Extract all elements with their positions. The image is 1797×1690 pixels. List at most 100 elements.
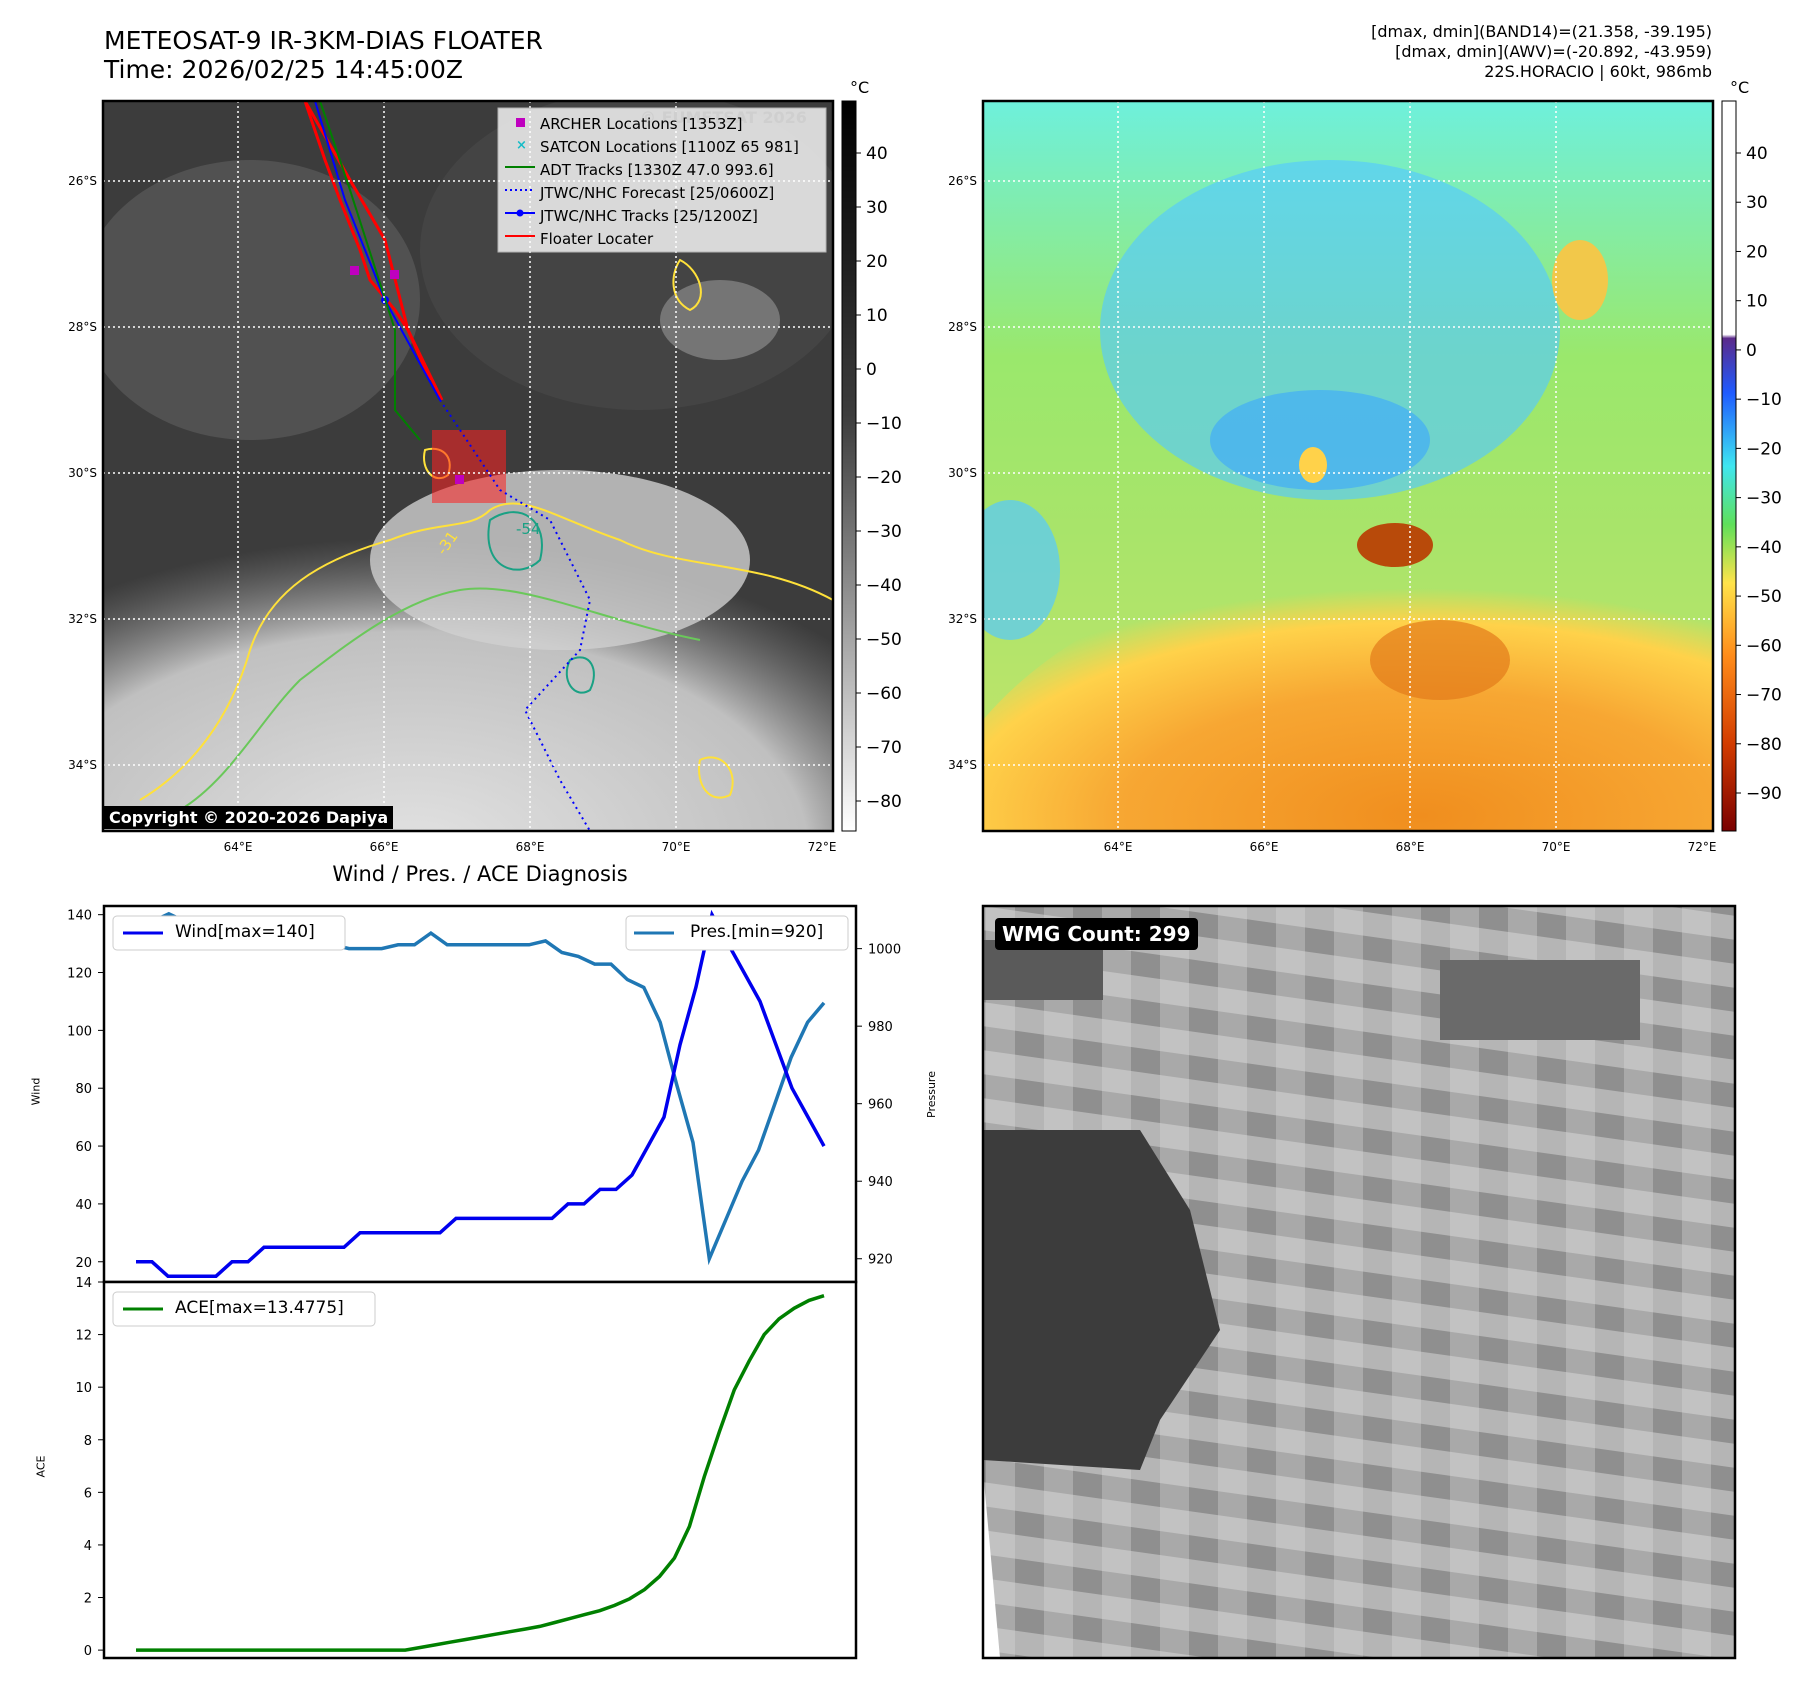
- copyright-badge: Copyright © 2020-2026 Dapiya: [104, 806, 394, 829]
- colorbar-tick-label: −30: [1746, 489, 1782, 509]
- archer-legend-icon: [516, 118, 525, 127]
- pressure-ytick-label: 980: [868, 1020, 893, 1035]
- floater-box: [432, 430, 506, 503]
- legend-jtwc-tracks: JTWC/NHC Tracks [25/1200Z]: [540, 207, 758, 225]
- wv-imagery: [983, 101, 1713, 831]
- ace-ytick-label: 14: [75, 1276, 92, 1291]
- lat-tick-label: 34°S: [948, 758, 977, 772]
- colorbar-tick-label: −10: [866, 414, 902, 434]
- pres-legend-label: Pres.[min=920]: [690, 922, 824, 942]
- ace-ytick-label: 8: [84, 1434, 92, 1449]
- wv-colorbar-unit: °C: [1730, 78, 1750, 97]
- ace-ytick-label: 6: [84, 1486, 92, 1501]
- legend-floater: Floater Locater: [540, 230, 654, 248]
- wind-ytick-label: 60: [75, 1140, 92, 1155]
- wmg-dark-region: [983, 1130, 1220, 1470]
- ir-colorbar: [841, 100, 857, 832]
- colorbar-tick-label: 0: [1746, 341, 1757, 361]
- info-line3: 22S.HORACIO | 60kt, 986mb: [1484, 62, 1712, 81]
- colorbar-tick-label: −90: [1746, 784, 1782, 804]
- ir-colorbar-unit: °C: [850, 78, 870, 97]
- lat-tick-label: 34°S: [68, 758, 97, 772]
- wind-ytick-label: 120: [67, 967, 92, 982]
- wind-ylabel: Wind: [29, 1077, 43, 1106]
- ace-ytick-label: 2: [84, 1592, 92, 1607]
- legend-satcon: SATCON Locations [1100Z 65 981]: [540, 138, 799, 156]
- ace-ylabel: ACE: [34, 1455, 48, 1478]
- ace-ytick-label: 4: [84, 1539, 92, 1554]
- eumetsat-watermark: © EUMETSAT 2026: [640, 108, 807, 127]
- lat-tick-label: 28°S: [68, 320, 97, 334]
- lon-tick-label: 68°E: [1396, 840, 1425, 854]
- title-line2: Time: 2026/02/25 14:45:00Z: [104, 55, 463, 84]
- pressure-ytick-label: 1000: [868, 943, 901, 958]
- wind-ytick-label: 80: [75, 1082, 92, 1097]
- colorbar-tick-label: −40: [866, 576, 902, 596]
- ir-legend-labels: ARCHER Locations [1353Z] SATCON Location…: [540, 113, 799, 251]
- archer-marker: [350, 266, 359, 275]
- ace-ytick-label: 10: [75, 1381, 92, 1396]
- colorbar-tick-label: 20: [866, 252, 888, 272]
- colorbar-tick-label: 30: [866, 198, 888, 218]
- lat-tick-label: 28°S: [948, 320, 977, 334]
- colorbar-tick-label: −80: [866, 792, 902, 812]
- colorbar-tick-label: 10: [866, 306, 888, 326]
- wv-map-panel: [981, 99, 1737, 833]
- adt-track: [319, 101, 421, 441]
- diag-title: Wind / Pres. / ACE Diagnosis: [332, 862, 628, 886]
- legend-adt: ADT Tracks [1330Z 47.0 993.6]: [540, 161, 774, 179]
- legend-archer: ARCHER Locations [1353Z]: [540, 115, 743, 133]
- colorbar-tick-label: −40: [1746, 538, 1782, 558]
- legend-jtwc-forecast: JTWC/NHC Forecast [25/0600Z]: [540, 184, 775, 202]
- ace-ytick-label: 12: [75, 1329, 92, 1344]
- pres-legend: [625, 915, 849, 951]
- lon-tick-label: 72°E: [1688, 840, 1717, 854]
- pressure-ytick-label: 920: [868, 1253, 893, 1268]
- title-line1: METEOSAT-9 IR-3KM-DIAS FLOATER: [104, 26, 543, 55]
- lon-tick-label: 64°E: [224, 840, 253, 854]
- lat-tick-label: 26°S: [948, 174, 977, 188]
- info-line1: [dmax, dmin](BAND14)=(21.358, -39.195): [1371, 22, 1712, 41]
- satcon-legend-icon: ×: [516, 138, 527, 153]
- wind-ytick-label: 40: [75, 1198, 92, 1213]
- ir-map-panel: ×: [101, 99, 857, 833]
- wmg-count-badge: WMG Count: 299: [995, 918, 1198, 950]
- colorbar-tick-label: 30: [1746, 193, 1768, 213]
- lon-tick-label: 68°E: [516, 840, 545, 854]
- wind-ytick-label: 140: [67, 909, 92, 924]
- ace-line: [136, 1294, 825, 1652]
- diag-panels: 20 40 60 80 100 120 140 920 940 960 980 1000 0 2 4 6 8 10…: [67, 904, 901, 1660]
- lat-tick-label: 32°S: [68, 612, 97, 626]
- pressure-ylabel: Pressure: [924, 1071, 938, 1118]
- wv-colorbar: [1721, 100, 1737, 832]
- wind-pres-axes: [102, 904, 858, 1284]
- info-line2: [dmax, dmin](AWV)=(-20.892, -43.959): [1395, 42, 1712, 61]
- colorbar-tick-label: 40: [1746, 144, 1768, 164]
- colorbar-tick-label: −60: [866, 684, 902, 704]
- lat-tick-label: 30°S: [948, 466, 977, 480]
- wind-ytick-label: 100: [67, 1024, 92, 1039]
- wind-ytick-label: 20: [75, 1256, 92, 1271]
- colorbar-tick-label: −70: [866, 738, 902, 758]
- colorbar-tick-label: 0: [866, 360, 877, 380]
- pressure-ytick-label: 940: [868, 1175, 893, 1190]
- lon-tick-label: 70°E: [662, 840, 691, 854]
- colorbar-tick-label: −10: [1746, 390, 1782, 410]
- ace-legend: [112, 1291, 376, 1327]
- contour-label-54: -54: [516, 520, 541, 538]
- ir-legend: [497, 107, 827, 253]
- colorbar-tick-label: −60: [1746, 636, 1782, 656]
- colorbar-tick-label: 40: [866, 144, 888, 164]
- colorbar-tick-label: 20: [1746, 242, 1768, 262]
- colorbar-tick-label: −50: [1746, 587, 1782, 607]
- lon-tick-label: 72°E: [808, 840, 837, 854]
- wind-legend: [112, 915, 346, 951]
- lat-tick-label: 26°S: [68, 174, 97, 188]
- colorbar-tick-label: −20: [866, 468, 902, 488]
- colorbar-tick-label: −30: [866, 522, 902, 542]
- lat-tick-label: 32°S: [948, 612, 977, 626]
- lon-tick-label: 66°E: [370, 840, 399, 854]
- lon-tick-label: 70°E: [1542, 840, 1571, 854]
- wv-grid: [983, 101, 1713, 831]
